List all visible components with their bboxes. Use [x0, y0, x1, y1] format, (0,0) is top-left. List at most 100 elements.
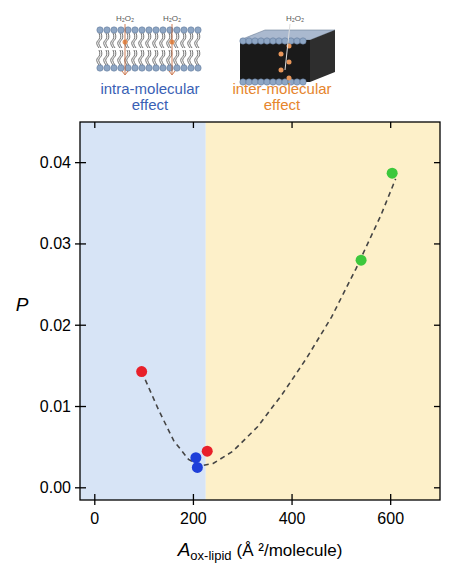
lipid-head — [195, 27, 201, 33]
x-tick-label: 200 — [180, 510, 207, 527]
lipid-tail — [162, 50, 165, 65]
x-tick-label: 0 — [90, 510, 99, 527]
lipid-head — [160, 65, 166, 71]
lipid-head — [132, 27, 138, 33]
lipid-tail — [141, 50, 144, 65]
x-tick — [291, 494, 292, 505]
lipid-tail — [106, 33, 109, 48]
lipid-head — [97, 65, 103, 71]
y-tick-label: 0.02 — [40, 317, 71, 334]
lipid-tail — [99, 33, 102, 48]
lipid-head — [282, 38, 288, 44]
region — [206, 122, 440, 500]
y-axis-title: P — [16, 294, 29, 315]
x-tick-label: 600 — [377, 510, 404, 527]
x-axis-title: Aox-lipid(Å ²/molecule) — [177, 539, 343, 563]
lipid-head — [300, 38, 306, 44]
y-tick-right — [434, 406, 440, 407]
lipid-tail — [190, 33, 193, 48]
lipid-head — [125, 65, 131, 71]
fit-curve — [142, 179, 396, 466]
lipid-head — [97, 27, 103, 33]
block-front — [240, 40, 310, 82]
lipid-head — [181, 65, 187, 71]
lipid-head — [139, 65, 145, 71]
region-label-line: inter-molecular — [232, 80, 331, 97]
ox-group — [287, 60, 292, 65]
lipid-tail — [183, 33, 186, 48]
lipid-head — [174, 27, 180, 33]
x-tick-top — [94, 122, 95, 128]
y-tick-right — [434, 325, 440, 326]
x-tick — [193, 494, 194, 505]
y-tick — [75, 487, 86, 488]
arrow-head — [122, 71, 128, 75]
lipid-tail — [134, 33, 137, 48]
lipid-head — [195, 65, 201, 71]
data-point — [387, 168, 398, 179]
lipid-head — [276, 38, 282, 44]
x-tick-top — [193, 122, 194, 128]
x-tick-label: 400 — [279, 510, 306, 527]
lipid-tail — [127, 50, 130, 65]
lipid-tail — [134, 50, 137, 65]
x-axis-title-symbol: A — [177, 539, 191, 560]
lipid-head — [146, 27, 152, 33]
x-tick — [390, 494, 391, 505]
region-label-line: effect — [132, 96, 169, 113]
lipid-tail — [176, 33, 179, 48]
lipid-tail — [176, 50, 179, 65]
arrow-head — [169, 71, 175, 75]
lipid-tail — [113, 33, 116, 48]
lipid-head — [258, 38, 264, 44]
lipid-tail — [106, 50, 109, 65]
plot-area — [80, 122, 440, 500]
lipid-tail — [148, 50, 151, 65]
y-tick-label: 0.01 — [40, 398, 71, 415]
lipid-head — [240, 38, 246, 44]
lipid-head — [139, 27, 145, 33]
y-tick-label: 0.00 — [40, 479, 71, 496]
data-point — [192, 462, 203, 473]
y-tick-right — [434, 162, 440, 163]
lipid-tail — [113, 50, 116, 65]
lipid-tail — [190, 50, 193, 65]
lipid-head — [294, 38, 300, 44]
lipid-head — [118, 27, 124, 33]
y-tick-right — [434, 487, 440, 488]
lipid-head — [188, 27, 194, 33]
molecule-label: H₂O₂ — [163, 14, 181, 23]
chart: 0.00 0.01 0.02 0.03 0.04 0 200 400 600 P Aox-lipid… — [0, 0, 454, 582]
lipid-head — [252, 38, 258, 44]
molecule-label: H₂O₂ — [286, 14, 304, 23]
x-tick-top — [390, 122, 391, 128]
lipid-tail — [197, 33, 200, 48]
lipid-tail — [197, 50, 200, 65]
y-tick-label: 0.04 — [40, 154, 71, 171]
lipid-head — [125, 27, 131, 33]
data-point — [356, 255, 367, 266]
permeation-arrow — [125, 24, 126, 74]
data-point — [202, 446, 213, 457]
lipid-head — [246, 38, 252, 44]
lipid-head — [132, 65, 138, 71]
region-label: intra-moleculareffect — [100, 80, 199, 113]
lipid-head — [160, 27, 166, 33]
data-point — [190, 452, 201, 463]
illustrations: H₂O₂H₂O₂H₂O₂ — [97, 14, 335, 85]
y-tick-label: 0.03 — [40, 235, 71, 252]
lipid-tail — [99, 50, 102, 65]
ox-group — [279, 68, 284, 73]
y-tick — [75, 406, 86, 407]
x-tick-top — [291, 122, 292, 128]
lipid-tail — [169, 50, 172, 65]
y-tick — [75, 162, 86, 163]
lipid-head — [146, 65, 152, 71]
permeation-arrow — [285, 24, 290, 70]
lipid-head — [153, 27, 159, 33]
lipid-head — [104, 27, 110, 33]
lipid-head — [111, 27, 117, 33]
lipid-tail — [183, 50, 186, 65]
lipid-head — [104, 65, 110, 71]
lipid-head — [188, 65, 194, 71]
